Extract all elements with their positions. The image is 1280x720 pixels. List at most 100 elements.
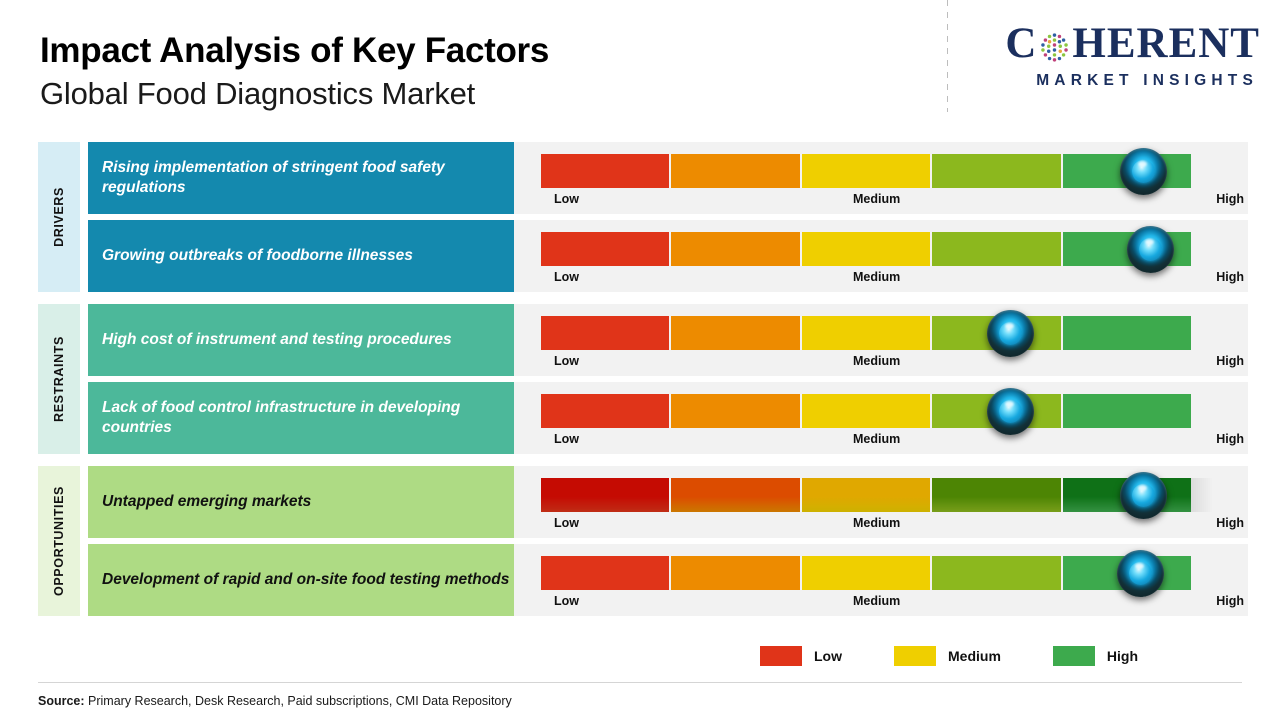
gauge-bar	[541, 394, 1192, 428]
logo-letters-herent: HERENT	[1072, 20, 1260, 67]
company-logo: C	[960, 22, 1260, 90]
globe-sphere-icon	[1038, 29, 1071, 64]
gauge-bar	[541, 478, 1192, 512]
gauge-segment-4	[932, 556, 1061, 590]
gauge-segment-2	[671, 316, 800, 350]
gauge-segment-2	[671, 232, 800, 266]
gauge-label-high: High	[1216, 432, 1244, 446]
gauge-segment-5	[1062, 316, 1192, 350]
gauge-segment-1	[541, 556, 670, 590]
gauge-segment-1	[541, 478, 670, 512]
gauge-scale-labels: Low Medium High	[541, 516, 1244, 536]
factor-label: Rising implementation of stringent food …	[88, 142, 538, 214]
footer-divider	[38, 682, 1242, 683]
gauge-label-low: Low	[554, 192, 579, 206]
gauge-segment-1	[541, 316, 670, 350]
source-note: Source: Primary Research, Desk Research,…	[38, 694, 512, 708]
impact-gauge[interactable]: Low Medium High	[514, 382, 1248, 454]
gauge-segment-3	[801, 394, 931, 428]
category-label: DRIVERS	[52, 187, 66, 247]
gauge-label-medium: Medium	[853, 354, 901, 368]
page-title: Impact Analysis of Key Factors Global Fo…	[40, 30, 549, 112]
factor-label: High cost of instrument and testing proc…	[88, 304, 538, 376]
gauge-label-medium: Medium	[853, 516, 901, 530]
legend-item: High	[1052, 646, 1138, 666]
title-main: Impact Analysis of Key Factors	[40, 31, 550, 70]
impact-marker[interactable]	[987, 388, 1035, 435]
gauge-label-high: High	[1216, 270, 1244, 284]
gauge-scale-labels: Low Medium High	[541, 192, 1244, 212]
gauge-segment-4	[932, 232, 1061, 266]
gauge-bar	[541, 154, 1192, 188]
category-band-restraints: RESTRAINTS	[38, 304, 80, 454]
legend-swatch	[760, 646, 802, 666]
legend-label: Low	[814, 648, 842, 664]
factor-label: Lack of food control infrastructure in d…	[88, 382, 538, 454]
gauge-segment-2	[671, 556, 800, 590]
impact-marker[interactable]	[987, 310, 1035, 357]
gauge-label-high: High	[1216, 594, 1244, 608]
gauge-label-low: Low	[554, 432, 579, 446]
title-subtitle: Global Food Diagnostics Market	[40, 76, 476, 112]
legend-item: Low	[760, 646, 842, 666]
gauge-bar	[541, 316, 1192, 350]
gauge-label-low: Low	[554, 516, 579, 530]
gauge-scale-labels: Low Medium High	[541, 432, 1244, 452]
gauge-segment-4	[932, 154, 1061, 188]
gauge-label-medium: Medium	[853, 432, 901, 446]
gauge-segment-3	[801, 316, 931, 350]
gauge-segment-1	[541, 154, 670, 188]
impact-gauge[interactable]: Low Medium High	[514, 304, 1248, 376]
factor-label: Development of rapid and on-site food te…	[88, 544, 538, 616]
gauge-label-medium: Medium	[853, 270, 901, 284]
gauge-segment-1	[541, 394, 670, 428]
legend-swatch	[1052, 646, 1095, 666]
gauge-segment-2	[671, 394, 800, 428]
gauge-segment-3	[801, 154, 931, 188]
impact-gauge[interactable]: Low Medium High	[514, 142, 1248, 214]
impact-marker[interactable]	[1127, 226, 1175, 273]
gauge-scale-labels: Low Medium High	[541, 594, 1244, 614]
gauge-scale-labels: Low Medium High	[541, 270, 1244, 290]
category-label: OPPORTUNITIES	[52, 486, 66, 596]
gauge-scale-labels: Low Medium High	[541, 354, 1244, 374]
source-label: Source:	[38, 694, 85, 708]
impact-gauge[interactable]: Low Medium High	[514, 544, 1248, 616]
logo-wordmark: C	[960, 22, 1260, 65]
gauge-segment-2	[671, 154, 800, 188]
gauge-segment-3	[801, 232, 931, 266]
source-text: Primary Research, Desk Research, Paid su…	[84, 694, 512, 708]
gauge-label-high: High	[1216, 354, 1244, 368]
gauge-label-high: High	[1216, 516, 1244, 530]
gauge-label-medium: Medium	[853, 594, 901, 608]
gauge-label-high: High	[1216, 192, 1244, 206]
gauge-bar	[541, 556, 1192, 590]
legend-swatch	[894, 646, 936, 666]
gauge-segment-1	[541, 232, 670, 266]
gauge-tail	[1191, 478, 1213, 512]
gauge-label-low: Low	[554, 270, 579, 284]
factor-label: Growing outbreaks of foodborne illnesses	[88, 220, 538, 292]
category-band-opportunities: OPPORTUNITIES	[38, 466, 80, 616]
category-band-drivers: DRIVERS	[38, 142, 80, 292]
impact-gauge[interactable]: Low Medium High	[514, 466, 1248, 538]
impact-marker[interactable]	[1117, 550, 1165, 597]
gauge-label-low: Low	[554, 354, 579, 368]
legend: Low Medium High	[760, 644, 1190, 668]
logo-letter-c: C	[1005, 20, 1038, 67]
impact-gauge[interactable]: Low Medium High	[514, 220, 1248, 292]
gauge-segment-2	[671, 478, 800, 512]
factor-label: Untapped emerging markets	[88, 466, 538, 538]
logo-tagline: MARKET INSIGHTS	[1036, 72, 1258, 89]
header-dashed-divider	[947, 0, 948, 112]
gauge-label-medium: Medium	[853, 192, 901, 206]
legend-item: Medium	[894, 646, 1001, 666]
impact-marker[interactable]	[1120, 148, 1168, 195]
impact-marker[interactable]	[1120, 472, 1168, 519]
legend-label: Medium	[948, 648, 1001, 664]
gauge-segment-4	[932, 478, 1061, 512]
gauge-segment-3	[801, 556, 931, 590]
gauge-segment-3	[801, 478, 931, 512]
gauge-segment-5	[1062, 394, 1192, 428]
